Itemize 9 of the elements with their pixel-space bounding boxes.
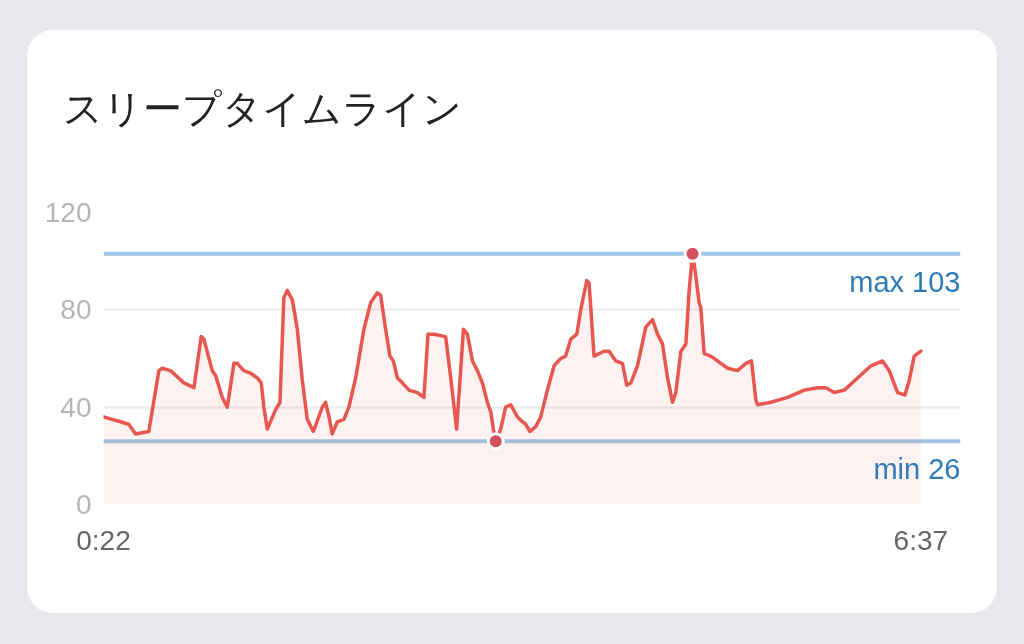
x-tick-label: 0:22	[76, 524, 131, 556]
x-tick-label: 6:37	[893, 524, 949, 556]
ref-line-label: min 26	[873, 453, 961, 486]
ref-line-label: max 103	[849, 265, 961, 298]
y-tick-label: 0	[75, 489, 92, 520]
chart-title: スリープタイムライン	[62, 86, 462, 130]
y-tick-label: 40	[60, 391, 92, 423]
y-tick-label: 80	[60, 294, 92, 326]
y-tick-label: 120	[44, 197, 92, 228]
